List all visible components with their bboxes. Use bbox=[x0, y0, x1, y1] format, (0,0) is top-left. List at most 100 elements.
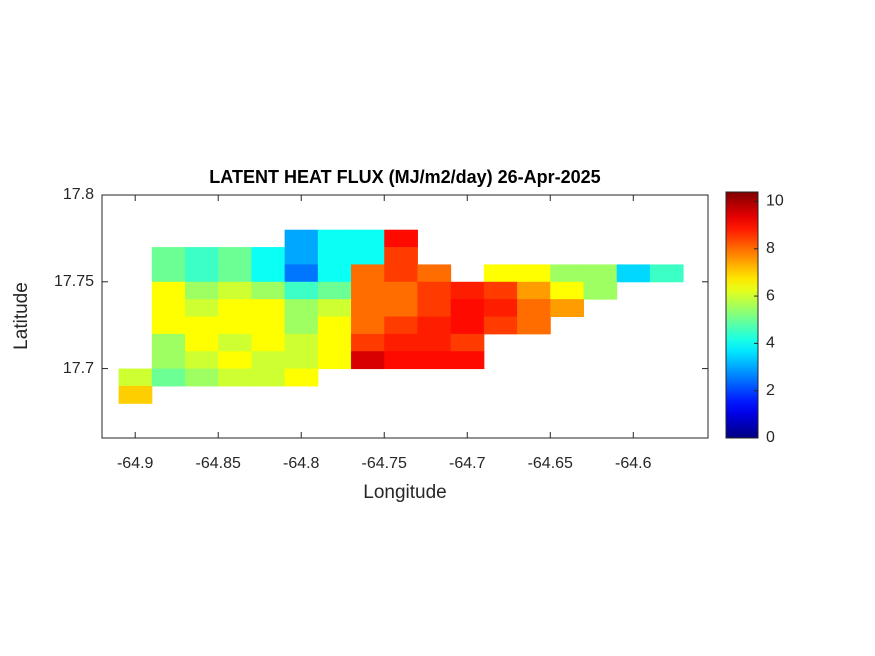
heat-cell bbox=[517, 299, 551, 317]
heat-cell bbox=[251, 281, 286, 300]
heat-cell bbox=[218, 316, 252, 335]
x-tick-label: -64.85 bbox=[196, 455, 241, 472]
y-tick-label: 17.75 bbox=[54, 273, 94, 290]
heat-cell bbox=[450, 351, 485, 370]
x-axis-label: Longitude bbox=[363, 482, 446, 503]
heat-cell bbox=[351, 264, 385, 283]
heat-cell bbox=[218, 281, 252, 300]
colorbar-tick-label: 8 bbox=[766, 240, 775, 257]
heat-cell bbox=[351, 351, 385, 370]
heat-cell bbox=[185, 264, 219, 283]
heat-cell bbox=[384, 229, 418, 248]
heat-cell bbox=[317, 229, 352, 248]
heat-cell bbox=[517, 316, 551, 335]
heatmap-cells bbox=[118, 229, 684, 404]
heat-cell bbox=[351, 316, 385, 335]
heat-cell bbox=[151, 281, 186, 300]
heat-cell bbox=[185, 333, 219, 352]
x-tick-label: -64.8 bbox=[283, 455, 320, 472]
x-tick-label: -64.7 bbox=[449, 455, 486, 472]
heat-cell bbox=[251, 247, 286, 265]
heat-cell bbox=[284, 351, 319, 370]
heat-cell bbox=[185, 281, 219, 300]
heat-cell bbox=[351, 281, 385, 300]
heat-cell bbox=[284, 229, 319, 248]
heat-cell bbox=[284, 264, 319, 283]
heat-cell bbox=[317, 316, 352, 335]
heat-cell bbox=[483, 264, 518, 283]
heat-cell bbox=[251, 264, 286, 283]
heat-cell bbox=[284, 247, 319, 265]
heat-cell bbox=[317, 299, 352, 317]
heat-cell bbox=[384, 333, 418, 352]
heat-cell bbox=[185, 368, 219, 387]
heat-cell bbox=[185, 299, 219, 317]
heat-cell bbox=[218, 368, 252, 387]
heat-cell bbox=[218, 333, 252, 352]
heat-cell bbox=[118, 385, 153, 404]
heat-cell bbox=[417, 316, 452, 335]
heat-cell bbox=[218, 299, 252, 317]
colorbar-tick-label: 4 bbox=[766, 335, 775, 352]
heat-cell bbox=[317, 247, 352, 265]
heat-cell bbox=[517, 281, 551, 300]
heat-cell bbox=[218, 351, 252, 370]
heat-cell bbox=[185, 351, 219, 370]
colorbar-tick-label: 6 bbox=[766, 287, 775, 304]
heat-cell bbox=[151, 316, 186, 335]
heat-cell bbox=[384, 247, 418, 265]
heat-cell bbox=[284, 299, 319, 317]
chart-title: LATENT HEAT FLUX (MJ/m2/day) 26-Apr-2025 bbox=[209, 167, 600, 187]
heat-cell bbox=[151, 299, 186, 317]
heat-cell bbox=[251, 333, 286, 352]
heat-cell bbox=[185, 316, 219, 335]
heat-cell bbox=[151, 247, 186, 265]
x-tick-label: -64.9 bbox=[117, 455, 154, 472]
heat-cell bbox=[450, 316, 485, 335]
heat-cell bbox=[384, 316, 418, 335]
heat-cell bbox=[550, 299, 584, 317]
colorbar-tick-label: 10 bbox=[766, 193, 784, 210]
heat-cell bbox=[649, 264, 684, 283]
heat-cell bbox=[417, 264, 452, 283]
heat-cell bbox=[351, 247, 385, 265]
heat-cell bbox=[417, 299, 452, 317]
axes-box bbox=[101, 194, 709, 439]
heat-cell bbox=[351, 333, 385, 352]
heat-cell bbox=[118, 368, 153, 387]
y-tick-label: 17.8 bbox=[63, 186, 94, 203]
heat-cell bbox=[251, 299, 286, 317]
heat-cell bbox=[284, 316, 319, 335]
x-tick-label: -64.6 bbox=[615, 455, 652, 472]
x-tick-label: -64.75 bbox=[362, 455, 407, 472]
heat-cell bbox=[483, 299, 518, 317]
heat-cell bbox=[583, 264, 618, 283]
heat-cell bbox=[384, 299, 418, 317]
heat-cell bbox=[550, 281, 584, 300]
heat-cell bbox=[384, 264, 418, 283]
heat-cell bbox=[284, 333, 319, 352]
axes: -64.9 -64.85 -64.8 -64.75 -64.7 -64.65 -64.6 17… bbox=[54, 186, 784, 472]
heat-cell bbox=[251, 316, 286, 335]
heat-cell bbox=[317, 281, 352, 300]
x-tick-label: -64.65 bbox=[528, 455, 573, 472]
heat-cell bbox=[151, 368, 186, 387]
colorbar-tick-label: 0 bbox=[766, 429, 775, 446]
heat-cell bbox=[384, 281, 418, 300]
heat-cell bbox=[185, 247, 219, 265]
heat-cell bbox=[351, 229, 385, 248]
colorbar bbox=[725, 191, 759, 439]
heat-cell bbox=[417, 333, 452, 352]
colorbar-tick-label: 2 bbox=[766, 382, 775, 399]
heat-cell bbox=[417, 351, 452, 370]
heat-cell bbox=[384, 351, 418, 370]
heat-cell bbox=[151, 264, 186, 283]
heat-cell bbox=[151, 351, 186, 370]
heat-cell bbox=[450, 333, 485, 352]
heat-cell bbox=[251, 351, 286, 370]
y-axis-label: Latitude bbox=[11, 282, 32, 350]
heat-cell bbox=[583, 281, 618, 300]
heat-cell bbox=[483, 316, 518, 335]
heat-cell bbox=[450, 281, 485, 300]
heat-cell bbox=[218, 264, 252, 283]
